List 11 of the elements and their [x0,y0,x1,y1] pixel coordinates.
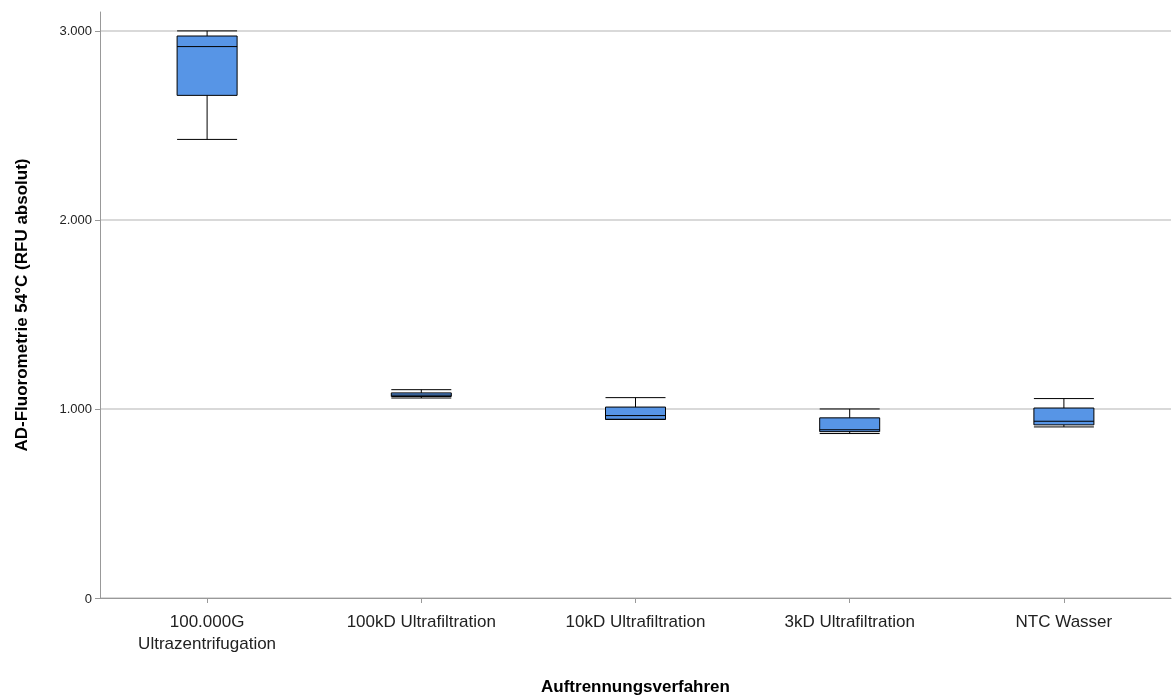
x-tick-label: 100.000G Ultrazentrifugation [138,611,277,653]
x-tick-label: NTC Wasser [1015,611,1113,631]
y-tick-label: 0 [84,590,92,606]
x-tick-label: 100kD Ultrafiltration [346,611,496,631]
y-tick-label: 2.000 [59,212,92,228]
x-tick-label: 3kD Ultrafiltration [784,611,915,631]
x-tick-label: 10kD Ultrafiltration [565,611,706,631]
y-tick-label: 1.000 [59,401,92,417]
y-tick-label: 3.000 [59,23,92,39]
x-axis-title: Auftrennungsverfahren [541,677,730,696]
y-axis-title: AD-Fluorometrie 54°C (RFU absolut) [12,158,31,452]
